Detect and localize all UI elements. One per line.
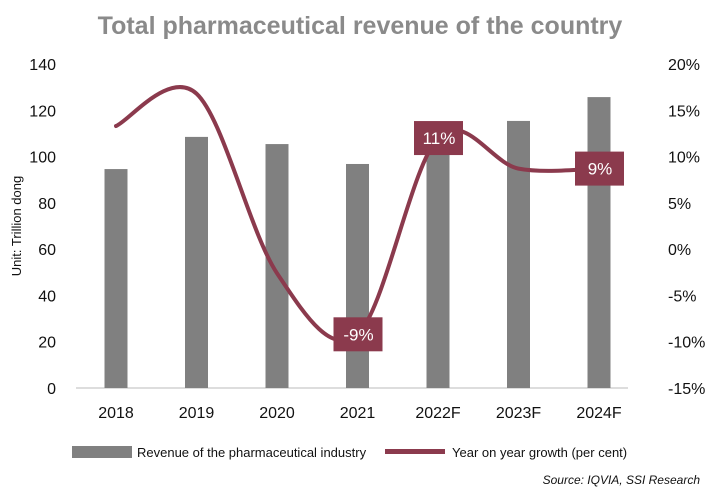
y-tick-label: 140 [29, 57, 56, 74]
y2-tick-label: -5% [668, 288, 696, 305]
legend-bar-swatch [72, 446, 132, 458]
data-label-2024F: 9% [575, 151, 624, 186]
y-tick-label: 120 [29, 103, 56, 120]
x-tick-label: 2024F [576, 405, 622, 422]
bar-2024F [587, 97, 611, 388]
bar-2021 [346, 163, 369, 388]
data-label-text: 11% [423, 129, 456, 148]
y2-tick-label: 20% [668, 57, 700, 74]
data-label-2022F: 11% [414, 121, 463, 156]
y-tick-label: 100 [29, 150, 56, 167]
source-note: Source: IQVIA, SSI Research [543, 473, 701, 487]
y-tick-label: 60 [38, 242, 56, 259]
data-label-text: 9% [588, 160, 613, 179]
bar-2020 [265, 144, 289, 388]
y-tick-label: 0 [47, 381, 56, 398]
data-label-text: -9% [343, 325, 373, 344]
bar-2022F [426, 133, 450, 388]
y-axis-label: Unit: Trillion dong [9, 176, 24, 276]
x-tick-label: 2022F [415, 405, 461, 422]
legend-line-label: Year on year growth (per cent) [452, 445, 627, 460]
x-tick-label: 2023F [496, 405, 542, 422]
x-tick-label: 2018 [98, 405, 134, 422]
data-label-box [414, 121, 463, 156]
y-tick-label: 80 [38, 196, 56, 213]
legend-bar-label: Revenue of the pharmaceutical industry [137, 445, 367, 460]
y2-tick-label: 10% [668, 150, 700, 167]
data-label-2021: -9% [333, 317, 383, 352]
y2-tick-label: 15% [668, 103, 700, 120]
x-tick-label: 2019 [179, 405, 215, 422]
chart-title: Total pharmaceutical revenue of the coun… [98, 12, 623, 40]
legend: Revenue of the pharmaceutical industry Y… [72, 445, 627, 460]
bar-2018 [104, 169, 128, 388]
legend-line-swatch [385, 449, 445, 454]
data-label-box [575, 151, 624, 186]
x-tick-label: 2021 [340, 405, 376, 422]
y2-tick-label: -15% [668, 381, 705, 398]
y-tick-label: 20 [38, 335, 56, 352]
bar-2023F [507, 120, 530, 388]
bar-2019 [185, 136, 208, 388]
y2-tick-label: 5% [668, 196, 691, 213]
y2-tick-label: -10% [668, 335, 705, 352]
y2-tick-label: 0% [668, 242, 691, 259]
data-label-box [333, 317, 383, 352]
y-tick-label: 40 [38, 288, 56, 305]
x-tick-label: 2020 [259, 405, 295, 422]
